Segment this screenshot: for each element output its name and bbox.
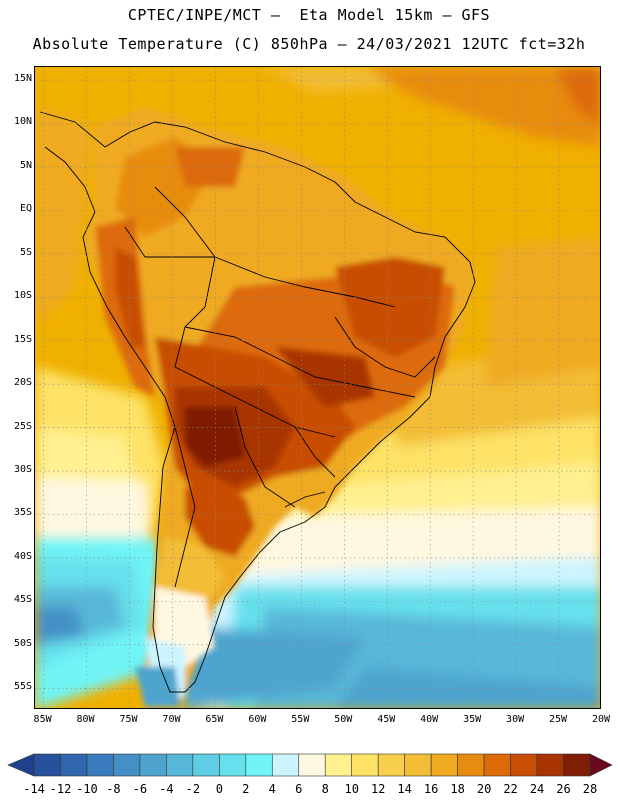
lon-label: 60W	[248, 714, 267, 725]
colorbar-tick-label: 26	[556, 782, 571, 796]
lon-label: 80W	[76, 714, 95, 725]
lon-label: 20W	[591, 714, 611, 725]
colorbar-tick-label: 24	[529, 782, 545, 796]
colorbar-tick-label: -6	[132, 782, 148, 796]
lat-label: 30S	[13, 464, 32, 476]
colorbar-swatch	[113, 753, 141, 777]
colorbar-tick-label: 28	[582, 782, 598, 796]
lat-label: 10N	[13, 116, 32, 128]
coastline	[39, 111, 476, 693]
lat-label: 55S	[13, 681, 32, 693]
colorbar-swatch	[33, 753, 61, 777]
colorbar-tick-label: 20	[476, 782, 492, 796]
colorbar-swatch	[298, 753, 326, 777]
colorbar-tick-label: -12	[49, 782, 72, 796]
lon-label: 75W	[119, 714, 138, 725]
colorbar-swatch	[351, 753, 379, 777]
colorbar-tick-label: 22	[503, 782, 518, 796]
colorbar-tick-label: 4	[268, 782, 276, 796]
lon-label: 55W	[291, 714, 310, 725]
colorbar-tick-label: 18	[450, 782, 465, 796]
colorbar-swatch	[430, 753, 458, 777]
lon-label: 40W	[420, 714, 439, 725]
lon-label: 70W	[162, 714, 181, 725]
lon-label: 25W	[549, 714, 568, 725]
lat-label: 45S	[13, 594, 32, 606]
colorbar-tick-label: 16	[423, 782, 439, 796]
colorbar-swatch	[457, 753, 485, 777]
colorbar-swatch	[510, 753, 538, 777]
colorbar-swatch	[377, 753, 405, 777]
colorbar-tick-label: 2	[242, 782, 250, 796]
colorbar-tick-label: 8	[321, 782, 329, 796]
colorbar-tick-label: 0	[215, 782, 223, 796]
map-panel	[34, 66, 601, 709]
colorbar-tick-label: -8	[106, 782, 121, 796]
colorbar-swatch	[536, 753, 564, 777]
colorbar-max-triangle	[589, 753, 613, 777]
colorbar-tick-label: 14	[397, 782, 412, 796]
lat-label: 35S	[13, 507, 32, 519]
colorbar-tick-label: 12	[370, 782, 386, 796]
lon-label: 85W	[33, 714, 52, 725]
colorbar-swatch	[483, 753, 511, 777]
lat-label: 15N	[13, 73, 32, 85]
lon-label: 65W	[205, 714, 224, 725]
colorbar-swatch	[324, 753, 353, 777]
colorbar-tick-label: -4	[159, 782, 174, 796]
colorbar-swatch	[219, 753, 247, 777]
lat-label: 5N	[19, 159, 32, 171]
colorbar-swatch	[166, 753, 194, 777]
map-title-line2: Absolute Temperature (C) 850hPa – 24/03/…	[32, 35, 586, 53]
colorbar-swatch	[60, 753, 88, 777]
colorbar-swatch	[192, 753, 220, 777]
colorbar-tick-label: -10	[76, 782, 98, 796]
colorbar-tick-label: 6	[295, 782, 303, 796]
colorbar-min-triangle	[7, 753, 35, 777]
lat-label: 20S	[13, 377, 32, 389]
colorbar-swatch	[271, 753, 300, 777]
colorbar-swatch	[563, 753, 591, 777]
colorbar-swatch	[404, 753, 432, 777]
lat-label: 5S	[19, 246, 32, 258]
lon-label: 35W	[463, 714, 482, 725]
colorbar-swatch	[139, 753, 167, 777]
colorbar-swatch	[245, 753, 273, 777]
lat-label: 25S	[13, 420, 32, 432]
lon-label: 30W	[506, 714, 525, 725]
colorbar-swatch	[86, 753, 114, 777]
lat-label: 10S	[13, 290, 32, 302]
lat-lon-grid	[35, 67, 600, 708]
temperature-map	[35, 67, 600, 708]
lat-label: EQ	[19, 203, 32, 215]
lon-label: 45W	[377, 714, 396, 725]
lat-label: 15S	[13, 333, 32, 345]
lat-label: 50S	[13, 637, 32, 649]
colorbar-tick-label: -2	[185, 782, 201, 796]
lon-label: 50W	[334, 714, 353, 725]
colorbar	[7, 753, 613, 777]
lat-label: 40S	[13, 550, 32, 562]
colorbar-tick-label: 10	[344, 782, 359, 796]
map-title-line1: CPTEC/INPE/MCT – Eta Model 15km – GFS	[127, 6, 491, 24]
colorbar-tick-label: -14	[23, 782, 45, 796]
